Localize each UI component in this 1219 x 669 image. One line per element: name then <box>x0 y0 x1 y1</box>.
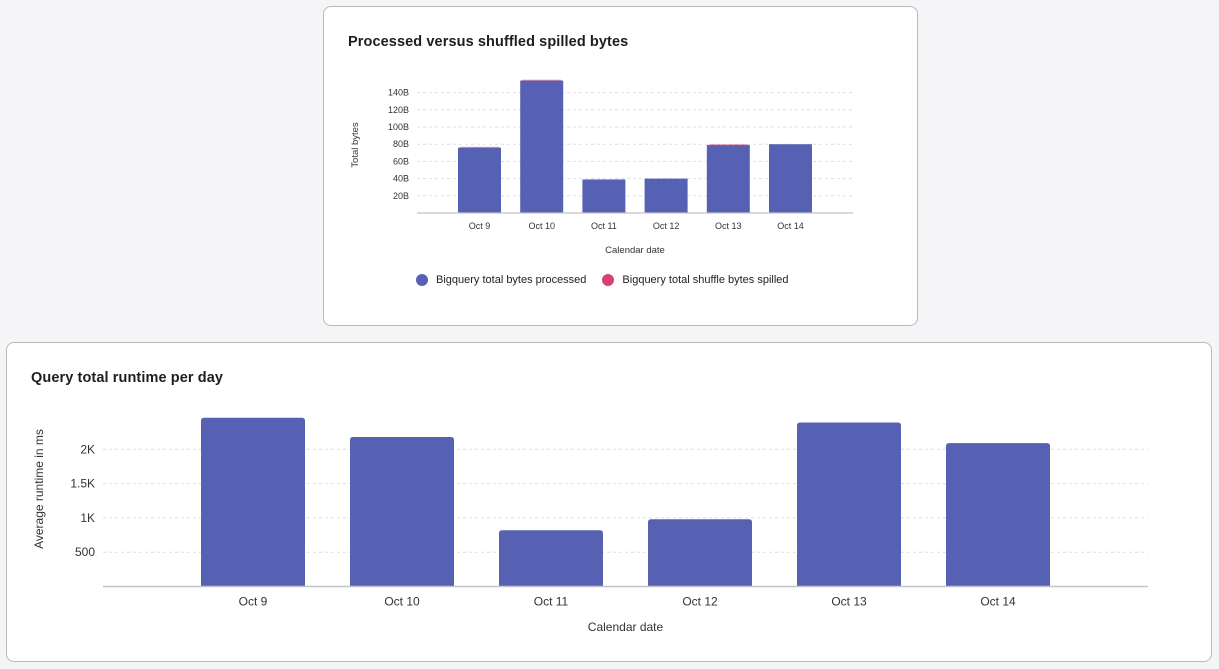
x-tick-label: Oct 11 <box>591 221 617 231</box>
y-tick-label: 1.5K <box>70 477 95 491</box>
x-axis-title: Calendar date <box>588 620 664 634</box>
chart-title: Query total runtime per day <box>31 370 224 386</box>
x-tick-label: Oct 12 <box>653 221 680 231</box>
processed-vs-spilled-card: Processed versus shuffled spilled bytes … <box>323 6 918 326</box>
y-tick-label: 140B <box>388 88 409 98</box>
y-tick-label: 40B <box>393 174 409 184</box>
x-tick-label: Oct 11 <box>534 595 569 609</box>
x-tick-label: Oct 10 <box>384 595 420 609</box>
y-tick-label: 1K <box>80 511 95 525</box>
x-tick-label: Oct 12 <box>682 595 718 609</box>
bar-runtime <box>797 422 901 587</box>
x-tick-label: Oct 9 <box>469 221 491 231</box>
bar-processed <box>458 147 501 213</box>
legend-dot-spilled <box>602 274 615 286</box>
y-tick-label: 80B <box>393 139 409 149</box>
x-tick-label: Oct 14 <box>777 221 804 231</box>
bar-processed <box>520 80 564 213</box>
chart-legend: Bigquery total bytes processed Bigquery … <box>416 274 805 286</box>
legend-item-spilled[interactable]: Bigquery total shuffle bytes spilled <box>602 274 789 286</box>
legend-label-processed: Bigquery total bytes processed <box>436 274 587 286</box>
bar-runtime <box>648 519 752 587</box>
y-tick-label: 60B <box>393 156 409 166</box>
bar-spilled <box>708 144 748 146</box>
bar-processed <box>582 179 626 213</box>
x-tick-label: Oct 10 <box>528 221 555 231</box>
bar-spilled <box>522 79 562 81</box>
legend-dot-processed <box>416 274 428 286</box>
x-tick-label: Oct 9 <box>239 595 268 609</box>
bar-runtime <box>946 443 1050 587</box>
bar-processed <box>644 178 688 213</box>
chart-title: Processed versus shuffled spilled bytes <box>348 34 629 50</box>
y-tick-label: 500 <box>75 545 95 559</box>
legend-item-processed[interactable]: Bigquery total bytes processed <box>416 274 586 286</box>
bar-runtime <box>201 417 305 587</box>
processed-vs-spilled-chart: 20B 40B 60B 80B 100B 120B 140B Oct 9 Oct 10 Oct 1… <box>350 79 853 256</box>
bar-spilled <box>460 146 499 148</box>
y-tick-label: 2K <box>80 442 95 456</box>
y-axis-title: Average runtime in ms <box>32 429 46 549</box>
query-runtime-chart: 500 1K 1.5K 2K Oct 9 Oct 10 Oct 11 Oct 12 Oct 13… <box>32 417 1148 634</box>
y-axis-title: Total bytes <box>350 122 361 168</box>
query-runtime-card: Query total runtime per day 500 1K 1.5K 2K O… <box>6 342 1212 662</box>
bar-runtime <box>350 436 454 587</box>
legend-label-spilled: Bigquery total shuffle bytes spilled <box>622 274 789 286</box>
x-axis-title: Calendar date <box>605 245 665 256</box>
y-tick-label: 120B <box>388 105 409 115</box>
x-tick-label: Oct 13 <box>715 221 742 231</box>
bar-processed <box>769 144 812 213</box>
bar-runtime <box>499 530 603 587</box>
x-tick-label: Oct 14 <box>980 595 1016 609</box>
bar-processed <box>706 145 750 213</box>
y-tick-label: 20B <box>393 191 409 201</box>
y-tick-label: 100B <box>388 122 409 132</box>
x-tick-label: Oct 13 <box>831 595 867 609</box>
